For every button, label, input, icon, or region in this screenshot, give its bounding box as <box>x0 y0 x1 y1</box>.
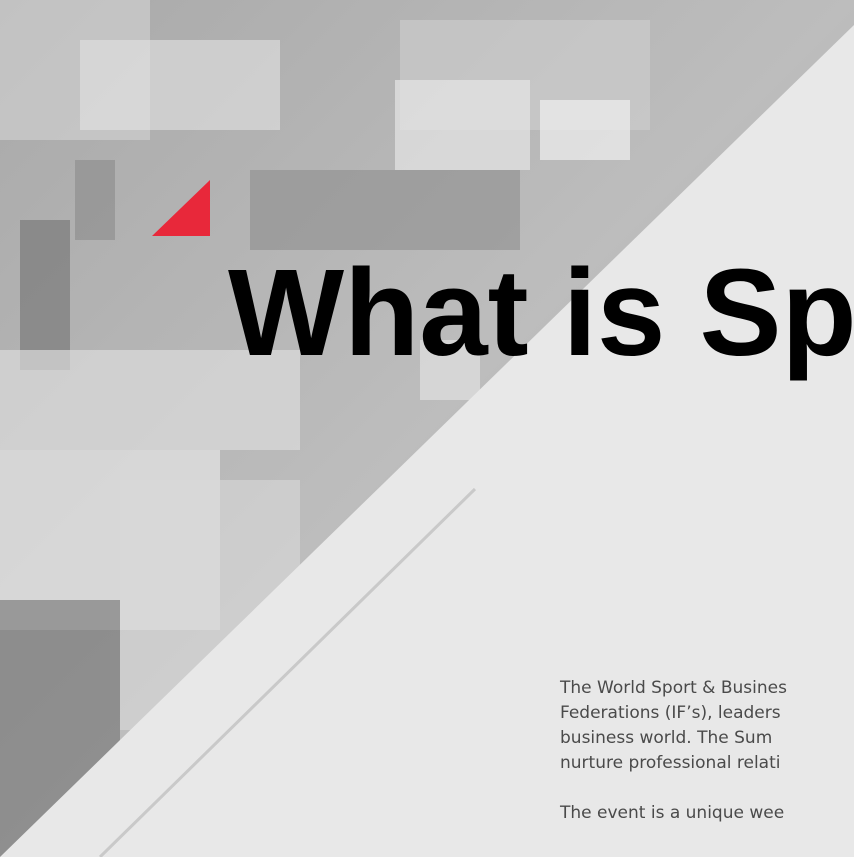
heading: What is Sp <box>228 245 854 382</box>
paragraph-line: Federations (IF’s), leaders <box>560 703 781 723</box>
paragraph-line: nurture professional relati <box>560 753 780 773</box>
intro-text: The World Sport & Busines Federations (IF… <box>559 678 787 823</box>
red-triangle <box>152 180 210 236</box>
paragraph-line: The event is a unique wee <box>559 803 784 823</box>
paragraph-line: business world. The Sum <box>560 728 772 748</box>
paragraph-line: The World Sport & Busines <box>559 678 787 698</box>
diagonal-panel <box>0 25 854 857</box>
diagonal-line <box>98 487 477 857</box>
